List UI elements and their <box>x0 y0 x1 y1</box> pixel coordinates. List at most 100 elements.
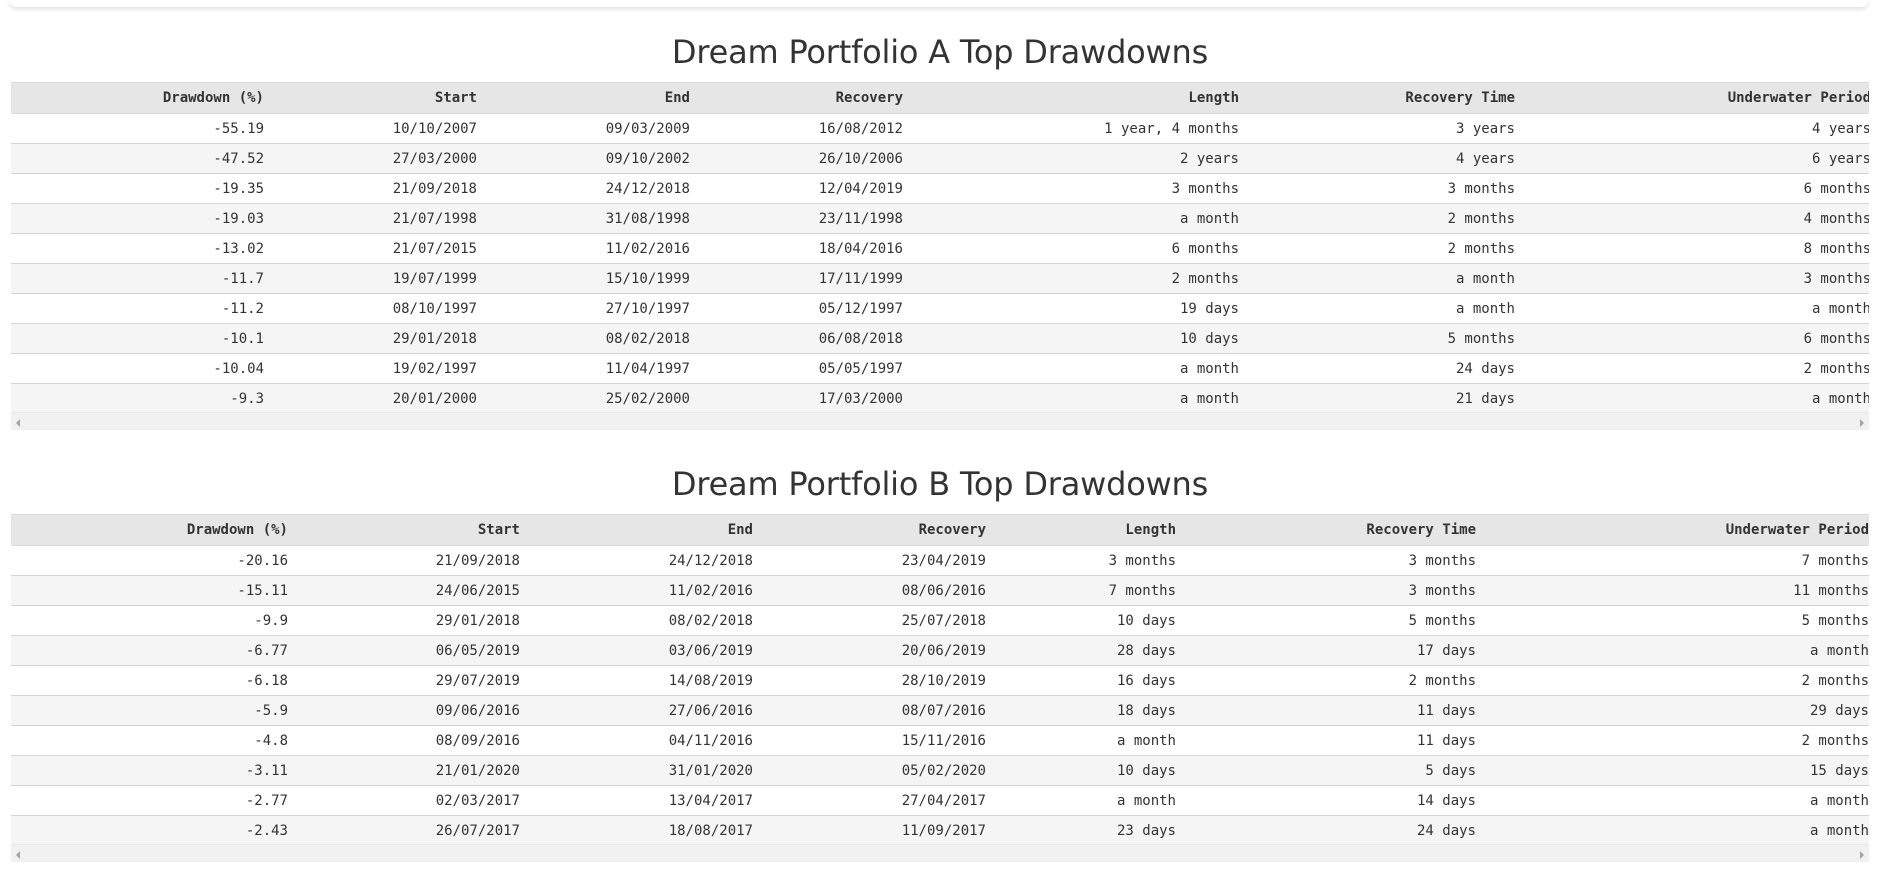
start-cell: 29/07/2019 <box>288 665 520 696</box>
column-header-recovery[interactable]: Recovery <box>753 514 986 546</box>
start-cell: 29/01/2018 <box>264 323 477 354</box>
horizontal-scrollbar[interactable] <box>11 412 1869 430</box>
column-header-recovery-time[interactable]: Recovery Time <box>1239 82 1515 114</box>
start-cell: 21/07/1998 <box>264 203 477 234</box>
drawdown-cell: -2.43 <box>11 815 288 846</box>
end-cell: 13/04/2017 <box>520 785 753 816</box>
column-header-drawdown[interactable]: Drawdown (%) <box>11 514 288 546</box>
scroll-left-arrow-icon[interactable] <box>16 419 20 427</box>
start-cell: 10/10/2007 <box>264 113 477 144</box>
portfolio-b-table-body: -20.16 21/09/2018 24/12/2018 23/04/2019 3 mo… <box>11 545 1869 846</box>
table-row: -10.1 29/01/2018 08/02/2018 06/08/2018 10 da… <box>11 323 1869 354</box>
drawdown-cell: -55.19 <box>11 113 264 144</box>
length-cell: 2 months <box>903 263 1239 294</box>
table-row: -10.04 19/02/1997 11/04/1997 05/05/1997 a mo… <box>11 353 1869 384</box>
scroll-right-arrow-icon[interactable] <box>1860 419 1864 427</box>
recovery-cell: 05/02/2020 <box>753 755 986 786</box>
end-cell: 27/06/2016 <box>520 695 753 726</box>
column-header-length[interactable]: Length <box>986 514 1176 546</box>
recovery-cell: 23/11/1998 <box>690 203 903 234</box>
drawdown-cell: -10.1 <box>11 323 264 354</box>
length-cell: 6 months <box>903 233 1239 264</box>
table-row: -47.52 27/03/2000 09/10/2002 26/10/2006 2 ye… <box>11 143 1869 174</box>
column-header-start[interactable]: Start <box>288 514 520 546</box>
drawdown-cell: -5.9 <box>11 695 288 726</box>
recovery-time-cell: 24 days <box>1239 353 1515 384</box>
column-header-end[interactable]: End <box>520 514 753 546</box>
recovery-time-cell: 21 days <box>1239 383 1515 414</box>
drawdown-cell: -13.02 <box>11 233 264 264</box>
length-cell: 18 days <box>986 695 1176 726</box>
table-row: -55.19 10/10/2007 09/03/2009 16/08/2012 1 ye… <box>11 113 1869 144</box>
portfolio-a-table-container[interactable]: Drawdown (%) Start End Recovery Length R… <box>11 82 1869 430</box>
table-row: -19.03 21/07/1998 31/08/1998 23/11/1998 a mo… <box>11 203 1869 234</box>
underwater-period-cell: 6 months <box>1515 323 1869 354</box>
underwater-period-cell: 6 months <box>1515 173 1869 204</box>
recovery-cell: 25/07/2018 <box>753 605 986 636</box>
drawdown-cell: -11.2 <box>11 293 264 324</box>
underwater-period-cell: 4 months <box>1515 203 1869 234</box>
length-cell: 16 days <box>986 665 1176 696</box>
start-cell: 19/02/1997 <box>264 353 477 384</box>
recovery-cell: 15/11/2016 <box>753 725 986 756</box>
recovery-time-cell: 14 days <box>1176 785 1476 816</box>
end-cell: 18/08/2017 <box>520 815 753 846</box>
underwater-period-cell: 8 months <box>1515 233 1869 264</box>
table-row: -9.3 20/01/2000 25/02/2000 17/03/2000 a mont… <box>11 383 1869 414</box>
start-cell: 29/01/2018 <box>288 605 520 636</box>
underwater-period-cell: 7 months <box>1476 545 1869 576</box>
column-header-start[interactable]: Start <box>264 82 477 114</box>
portfolio-a-title: Dream Portfolio A Top Drawdowns <box>671 33 1209 71</box>
end-cell: 11/02/2016 <box>477 233 690 264</box>
underwater-period-cell: 2 months <box>1476 725 1869 756</box>
recovery-time-cell: 5 months <box>1176 605 1476 636</box>
recovery-cell: 27/04/2017 <box>753 785 986 816</box>
table-row: -15.11 24/06/2015 11/02/2016 08/06/2016 7 mo… <box>11 575 1869 606</box>
table-row: -13.02 21/07/2015 11/02/2016 18/04/2016 6 mo… <box>11 233 1869 264</box>
underwater-period-cell: 3 months <box>1515 263 1869 294</box>
recovery-cell: 17/11/1999 <box>690 263 903 294</box>
start-cell: 20/01/2000 <box>264 383 477 414</box>
drawdown-cell: -3.11 <box>11 755 288 786</box>
table-header-row: Drawdown (%) Start End Recovery Length R… <box>11 514 1869 546</box>
drawdown-cell: -6.18 <box>11 665 288 696</box>
column-header-recovery-time[interactable]: Recovery Time <box>1176 514 1476 546</box>
recovery-cell: 28/10/2019 <box>753 665 986 696</box>
drawdown-cell: -20.16 <box>11 545 288 576</box>
column-header-drawdown[interactable]: Drawdown (%) <box>11 82 264 114</box>
recovery-time-cell: 4 years <box>1239 143 1515 174</box>
drawdown-cell: -47.52 <box>11 143 264 174</box>
table-row: -2.77 02/03/2017 13/04/2017 27/04/2017 a mon… <box>11 785 1869 816</box>
end-cell: 09/10/2002 <box>477 143 690 174</box>
horizontal-scrollbar[interactable] <box>11 844 1869 862</box>
drawdown-cell: -9.9 <box>11 605 288 636</box>
recovery-cell: 26/10/2006 <box>690 143 903 174</box>
end-cell: 11/04/1997 <box>477 353 690 384</box>
recovery-time-cell: 3 months <box>1176 545 1476 576</box>
underwater-period-cell: a month <box>1476 785 1869 816</box>
column-header-underwater-period[interactable]: Underwater Period <box>1515 82 1869 114</box>
recovery-cell: 23/04/2019 <box>753 545 986 576</box>
portfolio-b-table-container[interactable]: Drawdown (%) Start End Recovery Length R… <box>11 514 1869 862</box>
underwater-period-cell: 11 months <box>1476 575 1869 606</box>
scroll-right-arrow-icon[interactable] <box>1860 851 1864 859</box>
start-cell: 24/06/2015 <box>288 575 520 606</box>
recovery-cell: 18/04/2016 <box>690 233 903 264</box>
column-header-recovery[interactable]: Recovery <box>690 82 903 114</box>
underwater-period-cell: 4 years <box>1515 113 1869 144</box>
column-header-underwater-period[interactable]: Underwater Period <box>1476 514 1869 546</box>
recovery-time-cell: 3 months <box>1176 575 1476 606</box>
scroll-left-arrow-icon[interactable] <box>16 851 20 859</box>
recovery-time-cell: 17 days <box>1176 635 1476 666</box>
end-cell: 27/10/1997 <box>477 293 690 324</box>
length-cell: 23 days <box>986 815 1176 846</box>
length-cell: 1 year, 4 months <box>903 113 1239 144</box>
recovery-cell: 20/06/2019 <box>753 635 986 666</box>
start-cell: 08/09/2016 <box>288 725 520 756</box>
recovery-cell: 08/07/2016 <box>753 695 986 726</box>
length-cell: 10 days <box>986 605 1176 636</box>
column-header-end[interactable]: End <box>477 82 690 114</box>
start-cell: 21/09/2018 <box>264 173 477 204</box>
drawdown-cell: -10.04 <box>11 353 264 384</box>
column-header-length[interactable]: Length <box>903 82 1239 114</box>
